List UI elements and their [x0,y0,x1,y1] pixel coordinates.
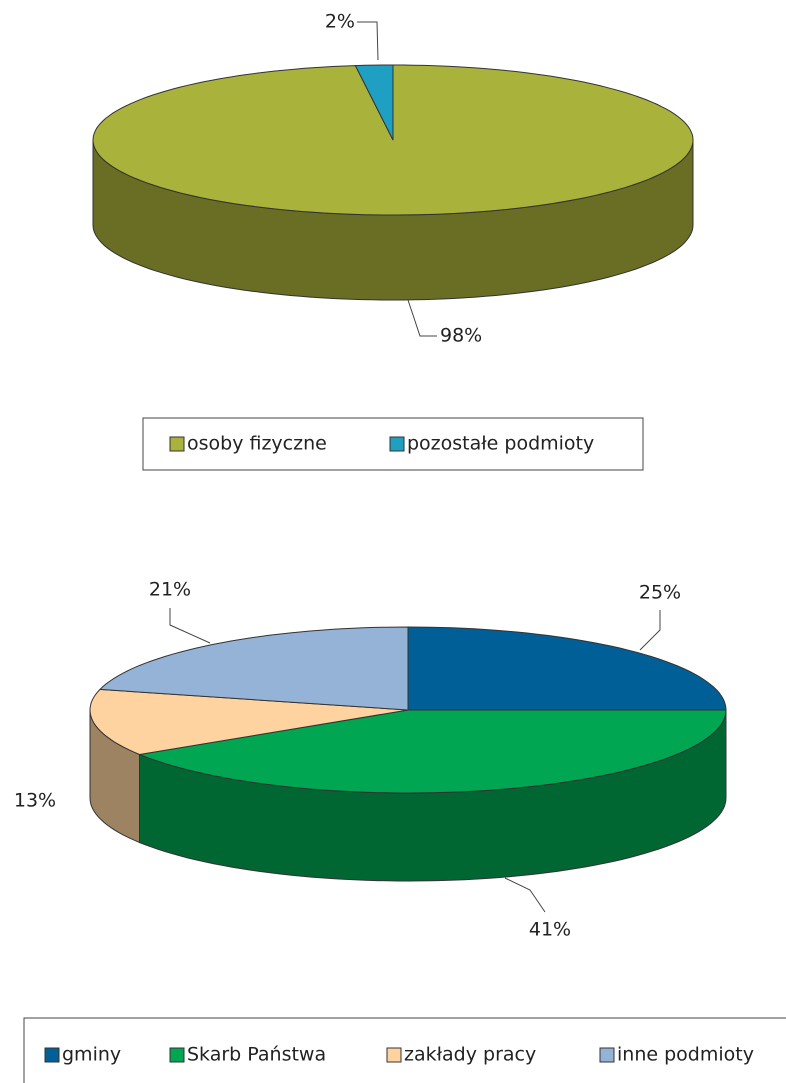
data-label: 41% [529,919,571,941]
legend-swatch [169,1047,185,1063]
legend-swatch [599,1047,615,1063]
leader-line [407,299,437,337]
legend-label: zakłady pracy [404,1044,536,1066]
pie-slice [98,626,409,711]
data-label: 98% [440,325,482,347]
legend [23,1017,786,1083]
pie [89,626,727,882]
leader-line [504,877,546,913]
legend-swatch [169,436,185,452]
pie [92,64,694,301]
data-label: 21% [149,579,191,601]
leader-line [357,21,379,61]
legend-swatch [44,1047,60,1063]
legend-label: osoby fizyczne [187,433,327,455]
legend-label: gminy [62,1044,121,1066]
leader-line [639,610,661,651]
data-label: 13% [14,790,56,812]
legend-label: pozostałe podmioty [407,433,594,455]
legend-swatch [386,1047,402,1063]
data-label: 25% [639,582,681,604]
legend-label: Skarb Państwa [187,1044,326,1066]
pie-slice [354,64,394,141]
legend-swatch [389,436,405,452]
pie-slice [407,626,727,711]
pie-slice [137,709,727,794]
legend-label: inne podmioty [617,1044,754,1066]
leader-line [169,608,211,644]
data-label: 2% [325,11,355,33]
pie-slice [89,688,409,756]
